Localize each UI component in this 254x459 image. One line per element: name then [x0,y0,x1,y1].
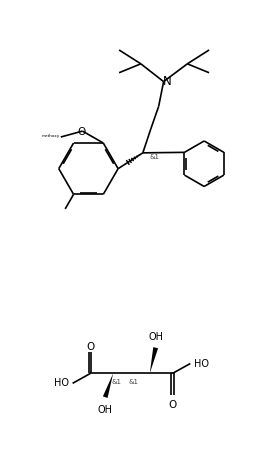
Polygon shape [149,347,157,374]
Text: OH: OH [148,332,163,342]
Text: O: O [86,341,94,352]
Text: O: O [77,127,85,137]
Polygon shape [103,374,113,398]
Text: &1: &1 [149,154,159,160]
Text: methoxy: methoxy [42,134,60,138]
Text: HO: HO [54,378,69,388]
Text: &1: &1 [111,379,121,385]
Text: OH: OH [97,405,112,415]
Text: N: N [163,75,171,88]
Text: &1: &1 [129,379,138,385]
Text: HO: HO [193,358,208,369]
Text: O: O [168,400,176,410]
